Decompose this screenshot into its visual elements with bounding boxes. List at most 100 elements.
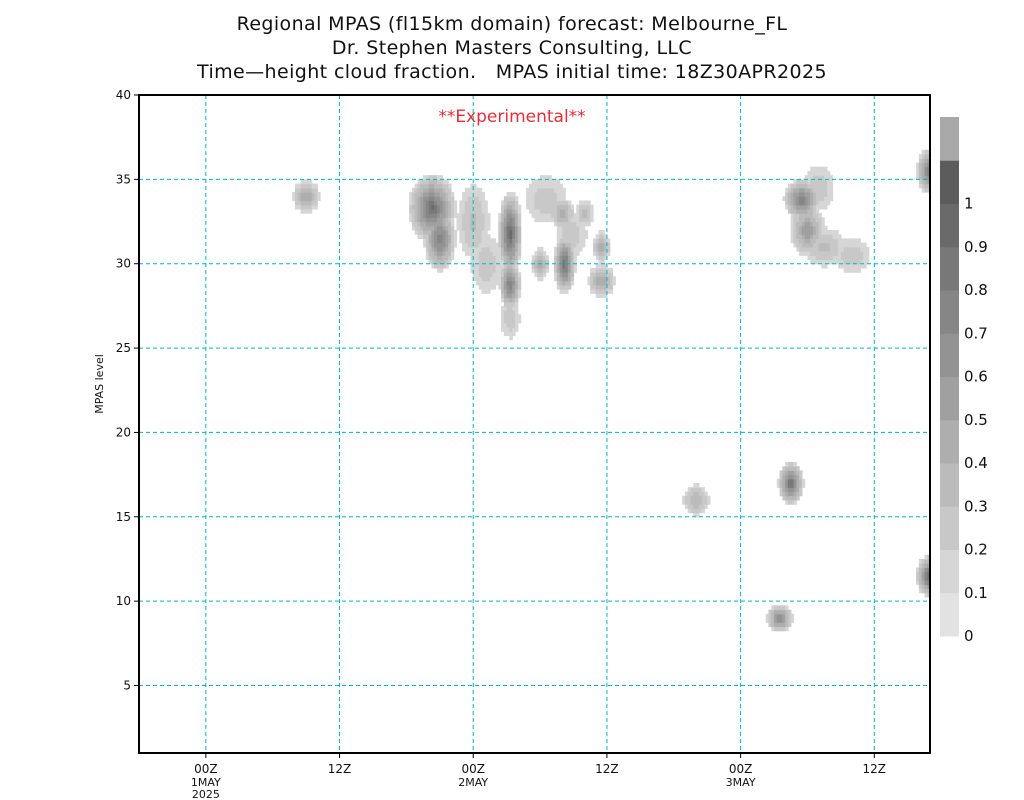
cloud-cell — [801, 251, 806, 256]
cloud-cell — [431, 238, 435, 244]
cloud-cell — [473, 217, 477, 223]
cloud-cell — [481, 242, 485, 248]
cloud-cell — [916, 575, 920, 581]
cloud-cell — [531, 255, 536, 261]
cloud-cell — [297, 196, 302, 202]
cloud-cell — [829, 251, 834, 256]
cloud-cell — [790, 238, 795, 244]
cloud-cell — [512, 225, 516, 231]
cloud-cell — [832, 234, 836, 240]
cloud-cell — [857, 255, 861, 261]
cloud-cell — [826, 229, 831, 235]
cloud-cell — [696, 487, 700, 493]
cloud-cell — [584, 204, 589, 210]
cloud-cell — [581, 217, 586, 223]
cloud-cell — [821, 200, 825, 206]
cloud-cell — [481, 221, 485, 227]
cloud-cell — [793, 213, 797, 218]
cloud-cell — [581, 208, 586, 214]
cloud-cell — [448, 242, 452, 248]
cloud-cell — [453, 208, 458, 214]
cloud-cell — [559, 272, 563, 277]
cloud-cell — [445, 200, 449, 206]
cloud-cell — [576, 234, 580, 240]
cloud-cell — [487, 280, 491, 286]
cloud-cell — [779, 478, 783, 484]
cloud-cell — [501, 322, 505, 328]
cloud-cell — [434, 229, 438, 235]
cloud-cell — [512, 234, 516, 240]
cloud-cell — [437, 221, 441, 227]
cloud-cell — [503, 213, 508, 218]
cloud-cell — [927, 554, 930, 560]
cloud-cell — [581, 234, 586, 240]
cloud-cell — [765, 613, 770, 619]
cloud-cell — [818, 166, 822, 172]
cloud-cell — [581, 229, 586, 235]
cloud-cell — [576, 242, 580, 248]
cloud-cell — [684, 499, 689, 505]
y-tick-label: 40 — [116, 88, 131, 102]
cloud-cell — [503, 276, 508, 282]
cloud-cell — [450, 217, 455, 223]
cloud-cell — [796, 179, 800, 185]
cloud-cell — [824, 170, 828, 176]
cloud-cell — [453, 213, 458, 218]
cloud-cell — [473, 221, 477, 227]
cloud-cell — [498, 280, 502, 286]
cloud-cell — [551, 213, 555, 218]
cloud-cell — [785, 499, 789, 505]
cloud-cell — [306, 187, 310, 193]
cloud-cell — [501, 293, 505, 299]
cloud-cell — [829, 242, 834, 248]
cloud-cell — [534, 272, 538, 277]
cloud-cell — [927, 580, 930, 585]
cloud-cell — [815, 200, 820, 206]
colorbar-swatch — [940, 376, 959, 421]
cloud-cell — [857, 263, 861, 269]
cloud-cell — [473, 267, 477, 273]
cloud-cell — [921, 563, 926, 569]
cloud-cell — [562, 246, 566, 252]
cloud-cell — [579, 208, 583, 214]
cloud-cell — [531, 267, 536, 273]
cloud-cell — [417, 221, 421, 227]
cloud-cell — [420, 196, 424, 202]
cloud-cell — [431, 179, 435, 185]
cloud-cell — [799, 213, 803, 218]
cloud-cell — [595, 267, 600, 273]
cloud-cell — [503, 208, 508, 214]
cloud-cell — [796, 234, 800, 240]
cloud-cell — [921, 580, 926, 585]
cloud-cell — [442, 225, 446, 231]
cloud-cell — [481, 246, 485, 252]
cloud-cell — [548, 179, 552, 185]
cloud-cell — [509, 272, 513, 277]
cloud-cell — [598, 229, 602, 235]
cloud-cell — [506, 297, 511, 303]
cloud-cell — [548, 192, 552, 197]
cloud-cell — [581, 204, 586, 210]
cloud-cell — [540, 204, 544, 210]
cloud-cell — [796, 200, 800, 206]
cloud-cell — [562, 251, 566, 256]
cloud-cell — [782, 495, 786, 501]
cloud-cell — [790, 217, 795, 223]
cloud-cell — [556, 217, 561, 223]
cloud-cell — [314, 204, 318, 210]
cloud-cell — [576, 221, 580, 227]
cloud-cell — [684, 504, 689, 509]
cloud-cell — [512, 246, 516, 252]
cloud-cell — [489, 263, 494, 269]
cloud-cell — [601, 280, 605, 286]
cloud-cell — [437, 263, 441, 269]
cloud-cell — [540, 217, 544, 223]
cloud-cell — [417, 200, 421, 206]
cloud-cell — [423, 183, 427, 189]
cloud-cell — [498, 284, 502, 290]
cloud-cell — [467, 192, 472, 197]
cloud-cell — [606, 289, 611, 294]
cloud-cell — [501, 255, 505, 261]
cloud-cell — [517, 208, 522, 214]
cloud-cell — [478, 259, 483, 265]
